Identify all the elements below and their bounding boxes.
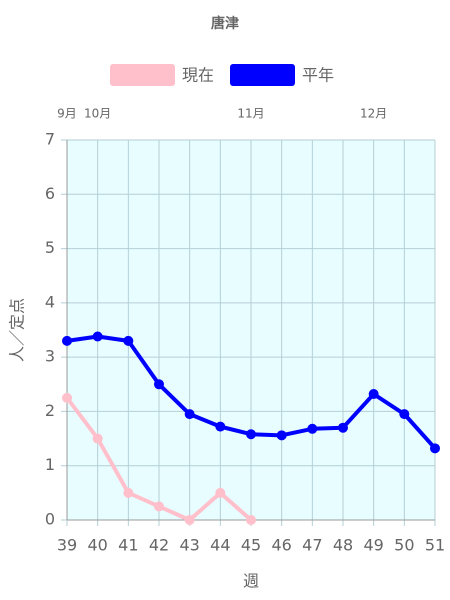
- y-tick-label: 4: [45, 292, 55, 311]
- x-tick-label: 40: [87, 536, 107, 555]
- data-point: [368, 389, 379, 400]
- x-tick-label: 39: [57, 536, 77, 555]
- x-tick-label: 45: [241, 536, 261, 555]
- y-tick-label: 1: [45, 455, 55, 474]
- x-tick-label: 51: [425, 536, 445, 555]
- data-point: [154, 501, 164, 512]
- data-point: [338, 422, 348, 433]
- y-tick-label: 6: [45, 184, 55, 203]
- chart-title: 唐津: [211, 15, 239, 32]
- x-tick-label: 43: [179, 536, 199, 555]
- data-point: [154, 379, 164, 390]
- data-point: [123, 335, 134, 346]
- legend-swatch: [230, 64, 295, 86]
- data-point: [430, 443, 440, 454]
- data-point: [215, 421, 226, 432]
- data-point: [92, 331, 103, 342]
- y-tick-label: 5: [45, 238, 55, 257]
- month-label: 11月: [237, 107, 264, 121]
- data-point: [184, 409, 195, 420]
- x-tick-label: 41: [118, 536, 138, 555]
- x-tick-label: 42: [149, 536, 169, 555]
- legend-label: 平年: [302, 66, 334, 85]
- x-tick-label: 50: [394, 536, 414, 555]
- y-tick-label: 3: [45, 347, 55, 366]
- data-point: [246, 515, 256, 525]
- data-point: [246, 429, 256, 440]
- data-point: [184, 515, 195, 525]
- data-point: [276, 430, 287, 441]
- y-tick-label: 2: [45, 401, 55, 420]
- x-tick-label: 44: [210, 536, 230, 555]
- y-axis-label: 人／定点: [8, 298, 27, 362]
- x-tick-label: 46: [271, 536, 291, 555]
- data-point: [62, 335, 72, 346]
- y-tick-label: 0: [45, 510, 55, 529]
- data-point: [399, 409, 410, 420]
- x-axis-label: 週: [243, 572, 259, 591]
- x-tick-label: 47: [302, 536, 322, 555]
- y-tick-label: 7: [45, 130, 55, 149]
- data-point: [123, 487, 134, 498]
- month-label: 12月: [360, 107, 387, 121]
- month-label: 10月: [84, 107, 111, 121]
- legend-swatch: [110, 64, 175, 86]
- data-point: [307, 423, 318, 434]
- data-point: [215, 487, 226, 498]
- x-tick-label: 49: [363, 536, 383, 555]
- data-point: [62, 392, 72, 403]
- x-tick-label: 48: [333, 536, 353, 555]
- legend-label: 現在: [182, 66, 214, 85]
- data-point: [92, 433, 103, 444]
- month-label: 9月: [57, 107, 77, 121]
